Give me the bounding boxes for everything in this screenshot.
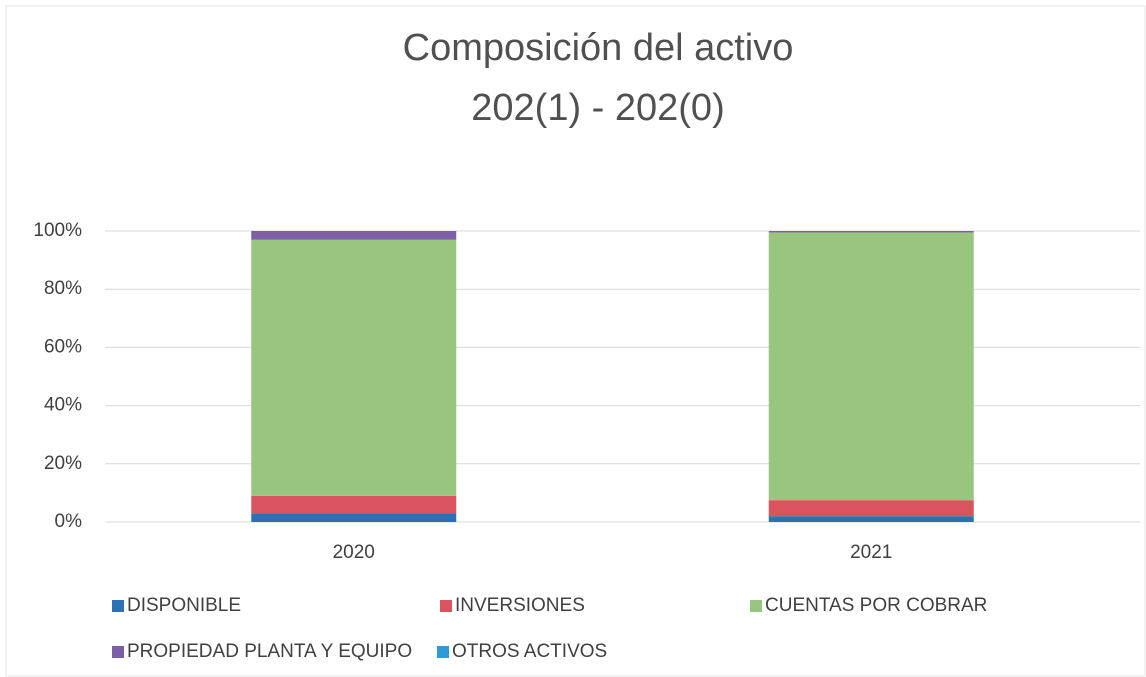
legend-label: DISPONIBLE <box>127 595 241 616</box>
y-tick-label: 0% <box>55 511 83 532</box>
chart-subtitle: 202(1) - 202(0) <box>471 87 724 129</box>
y-tick-label: 100% <box>33 220 82 241</box>
legend-swatch <box>750 600 762 612</box>
bar-segment <box>251 239 457 496</box>
bar-segment <box>768 232 974 501</box>
y-tick-label: 40% <box>44 395 82 416</box>
legend-label: INVERSIONES <box>455 595 585 616</box>
bar-segment <box>251 495 457 514</box>
chart-title: Composición del activo <box>403 27 794 69</box>
y-tick-label: 80% <box>44 278 82 299</box>
legend-label: OTROS ACTIVOS <box>452 641 607 662</box>
x-tick-label: 2021 <box>850 542 892 563</box>
legend-swatch <box>440 600 452 612</box>
bar-segment <box>251 231 457 240</box>
bar-segment <box>251 513 457 522</box>
bar-segment <box>768 516 974 522</box>
y-tick-label: 20% <box>44 453 82 474</box>
legend-swatch <box>437 646 449 658</box>
bar-segment <box>768 500 974 517</box>
legend-swatch <box>112 600 124 612</box>
legend-label: PROPIEDAD PLANTA Y EQUIPO <box>127 641 412 662</box>
legend-swatch <box>112 646 124 658</box>
legend-label: CUENTAS POR COBRAR <box>765 595 987 616</box>
x-tick-label: 2020 <box>333 542 375 563</box>
bar-segment <box>768 231 974 233</box>
y-tick-label: 60% <box>44 336 82 357</box>
